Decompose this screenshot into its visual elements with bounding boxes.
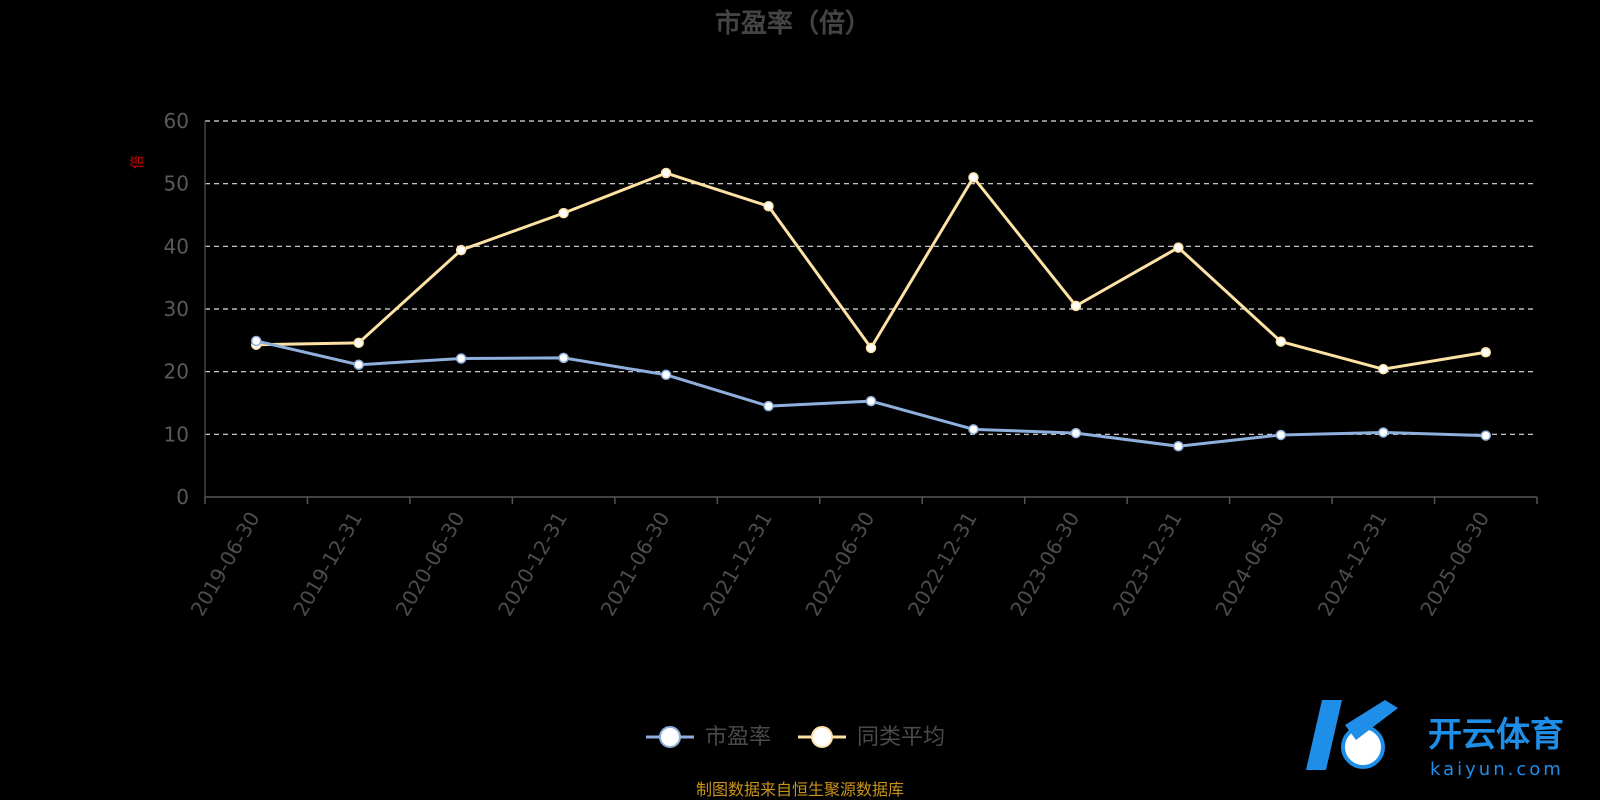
grid-lines [205, 120, 1537, 435]
data-point-pe[interactable] [660, 369, 672, 381]
x-tick-label: 2022-06-30 [800, 508, 879, 621]
source-note: 制图数据来自恒生聚源数据库 [696, 780, 904, 799]
y-axis-unit-label: 倍 [130, 155, 146, 169]
x-tick-label: 2021-06-30 [596, 508, 675, 621]
x-tick-label: 2022-12-31 [903, 508, 982, 621]
y-tick-label: 0 [176, 485, 189, 509]
x-tick-label: 2024-06-30 [1210, 508, 1289, 621]
data-point-peer-avg[interactable] [763, 200, 774, 212]
data-point-peer-avg[interactable] [968, 172, 979, 183]
data-point-peer-avg[interactable] [1070, 300, 1082, 312]
data-point-pe[interactable] [763, 400, 774, 412]
data-point-pe[interactable] [865, 395, 877, 407]
chart-title: 市盈率（倍） [715, 8, 871, 39]
logo-chinese-text: 开云体育 [1428, 715, 1564, 755]
x-tick-label: 2024-12-31 [1313, 508, 1392, 621]
legend-marker-pe [659, 726, 681, 748]
data-point-pe[interactable] [1480, 430, 1492, 441]
data-point-pe[interactable] [1275, 429, 1287, 441]
series-line-peer-avg [256, 171, 1487, 371]
y-tick-label: 50 [164, 172, 189, 196]
data-point-pe[interactable] [1378, 427, 1389, 438]
data-point-peer-avg[interactable] [865, 342, 877, 354]
y-tick-label: 40 [164, 234, 189, 258]
y-tick-label: 30 [164, 297, 189, 321]
y-tick-label: 10 [164, 422, 189, 446]
data-point-pe[interactable] [1173, 440, 1184, 452]
x-tick-label: 2020-06-30 [391, 507, 470, 620]
x-tick-label: 2025-06-30 [1415, 508, 1494, 621]
data-point-peer-avg[interactable] [1480, 346, 1492, 358]
x-tick-label: 2021-12-31 [698, 508, 777, 621]
logo-k-mark [1306, 700, 1398, 770]
data-point-peer-avg[interactable] [353, 337, 364, 349]
x-tick-label: 2019-12-31 [288, 508, 367, 621]
data-point-peer-avg[interactable] [1275, 336, 1287, 347]
legend[interactable]: 市盈率 同类平均 [646, 725, 945, 750]
data-point-peer-avg[interactable] [660, 167, 672, 179]
legend-item-pe[interactable]: 市盈率 [646, 725, 771, 750]
legend-label-pe: 市盈率 [705, 725, 771, 750]
data-point-peer-avg[interactable] [1378, 363, 1389, 375]
y-tick-label: 60 [164, 109, 189, 133]
y-tick-label: 20 [164, 360, 189, 384]
legend-item-peer-avg[interactable]: 同类平均 [798, 725, 945, 750]
x-tick-label: 2023-12-31 [1108, 508, 1187, 621]
data-point-pe[interactable] [558, 352, 569, 364]
x-tick-label: 2023-06-30 [1005, 508, 1084, 621]
data-point-peer-avg[interactable] [1173, 242, 1184, 253]
legend-marker-peer-avg [811, 726, 833, 748]
series-line-pe [255, 339, 1486, 448]
data-point-pe[interactable] [250, 335, 262, 347]
data-point-pe[interactable] [353, 359, 364, 371]
data-point-pe[interactable] [455, 353, 467, 364]
x-tick-label: 2019-06-30 [186, 508, 265, 621]
x-tick-label: 2020-12-31 [493, 508, 572, 621]
data-point-pe[interactable] [1070, 427, 1082, 439]
watermark-logo: 开云体育 kaiyun.com [1306, 700, 1564, 780]
series-lines [250, 167, 1492, 452]
logo-domain-text: kaiyun.com [1430, 759, 1564, 780]
data-point-peer-avg[interactable] [455, 244, 467, 256]
data-point-pe[interactable] [968, 424, 979, 435]
data-point-peer-avg[interactable] [558, 207, 569, 219]
legend-label-peer-avg: 同类平均 [857, 725, 945, 750]
